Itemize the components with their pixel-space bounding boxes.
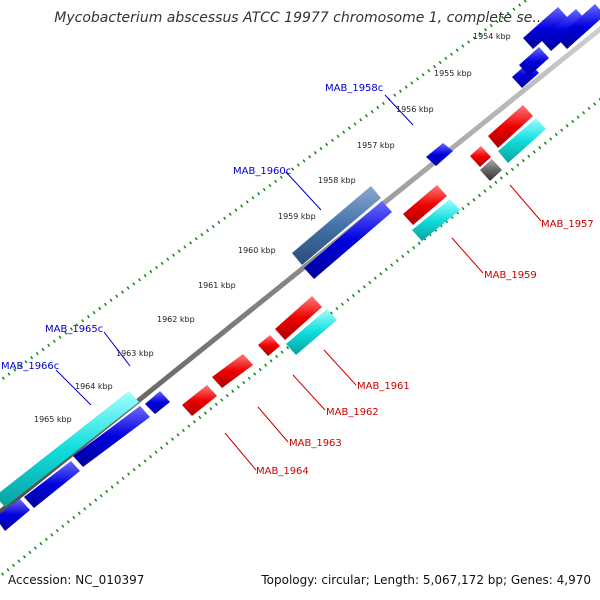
gene-label-mab-1960c[interactable]: MAB_1960c xyxy=(233,166,291,177)
gene-label-mab-1957[interactable]: MAB_1957 xyxy=(541,219,594,230)
tick-label-1959: 1959 kbp xyxy=(278,212,316,221)
reverse-gene[interactable] xyxy=(258,335,280,356)
forward-gene[interactable] xyxy=(541,9,586,51)
tick-label-1963: 1963 kbp xyxy=(116,349,154,358)
tick-label-1956: 1956 kbp xyxy=(396,105,434,114)
tick-track-outer xyxy=(0,0,530,383)
tick-label-1964: 1964 kbp xyxy=(75,382,113,391)
gene-label-mab-1963[interactable]: MAB_1963 xyxy=(289,438,342,449)
forward-gene[interactable] xyxy=(73,406,150,467)
map-title: Mycobacterium abscessus ATCC 19977 chrom… xyxy=(54,10,545,26)
tick-label-1955: 1955 kbp xyxy=(434,69,472,78)
label-leaders xyxy=(55,94,542,471)
tick-label-1954: 1954 kbp xyxy=(473,32,511,41)
reverse-gene-cyan[interactable] xyxy=(498,118,546,163)
forward-gene[interactable] xyxy=(519,47,549,76)
tick-label-1962: 1962 kbp xyxy=(157,315,195,324)
forward-gene[interactable] xyxy=(426,143,453,166)
forward-gene-cyan[interactable] xyxy=(0,391,139,507)
reverse-gene[interactable] xyxy=(470,146,491,167)
forward-gene[interactable] xyxy=(145,391,170,414)
reverse-gene-cyan[interactable] xyxy=(286,309,337,355)
forward-gene[interactable] xyxy=(557,4,600,49)
reverse-gene[interactable] xyxy=(488,105,533,148)
forward-gene[interactable] xyxy=(523,7,568,49)
tick-labels: 1954 kbp 1955 kbp 1956 kbp 1957 kbp 1958… xyxy=(34,32,511,424)
gene-label-mab-1966c[interactable]: MAB_1966c xyxy=(1,361,59,372)
tick-label-1958: 1958 kbp xyxy=(318,176,356,185)
reverse-gene[interactable] xyxy=(275,296,322,340)
gene-label-mab-1961[interactable]: MAB_1961 xyxy=(357,381,410,392)
reverse-gene[interactable] xyxy=(403,185,447,225)
tick-label-1957: 1957 kbp xyxy=(357,141,395,150)
forward-genes xyxy=(0,4,600,531)
reverse-gene-cyan[interactable] xyxy=(412,199,460,241)
tick-label-1960: 1960 kbp xyxy=(238,246,276,255)
gene-labels: MAB_1958c MAB_1960c MAB_1965c MAB_1966c … xyxy=(1,83,594,477)
forward-gene[interactable] xyxy=(304,201,392,279)
gene-label-mab-1962[interactable]: MAB_1962 xyxy=(326,407,379,418)
tick-label-1965: 1965 kbp xyxy=(34,415,72,424)
gene-label-mab-1958c[interactable]: MAB_1958c xyxy=(325,83,383,94)
reverse-genes xyxy=(182,105,546,416)
accession-text: Accession: NC_010397 xyxy=(8,573,145,587)
forward-gene-dark[interactable] xyxy=(292,186,381,265)
gene-label-mab-1959[interactable]: MAB_1959 xyxy=(484,270,537,281)
reverse-gene[interactable] xyxy=(212,354,253,388)
reverse-gene[interactable] xyxy=(182,385,217,416)
gene-label-mab-1965c[interactable]: MAB_1965c xyxy=(45,324,103,335)
tick-label-1961: 1961 kbp xyxy=(198,281,236,290)
genome-summary-text: Topology: circular; Length: 5,067,172 bp… xyxy=(261,573,591,587)
pseudo-gene[interactable] xyxy=(480,159,502,181)
gene-label-mab-1964[interactable]: MAB_1964 xyxy=(256,466,309,477)
forward-gene[interactable] xyxy=(0,499,30,531)
forward-gene[interactable] xyxy=(24,461,80,508)
